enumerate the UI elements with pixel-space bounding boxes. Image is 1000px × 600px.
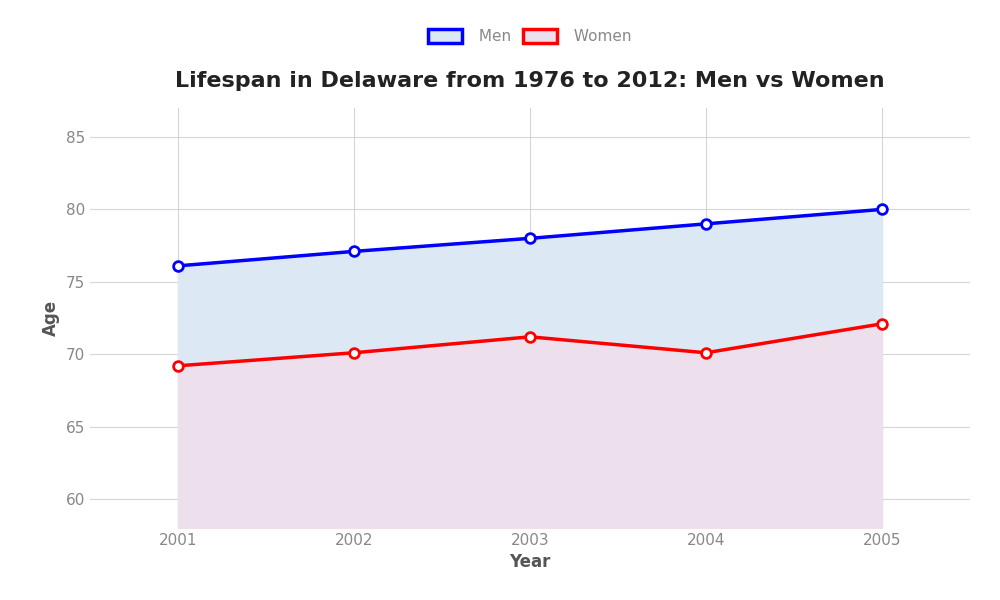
Title: Lifespan in Delaware from 1976 to 2012: Men vs Women: Lifespan in Delaware from 1976 to 2012: … xyxy=(175,71,885,91)
X-axis label: Year: Year xyxy=(509,553,551,571)
Legend:  Men,  Women: Men, Women xyxy=(422,23,638,50)
Y-axis label: Age: Age xyxy=(42,300,60,336)
